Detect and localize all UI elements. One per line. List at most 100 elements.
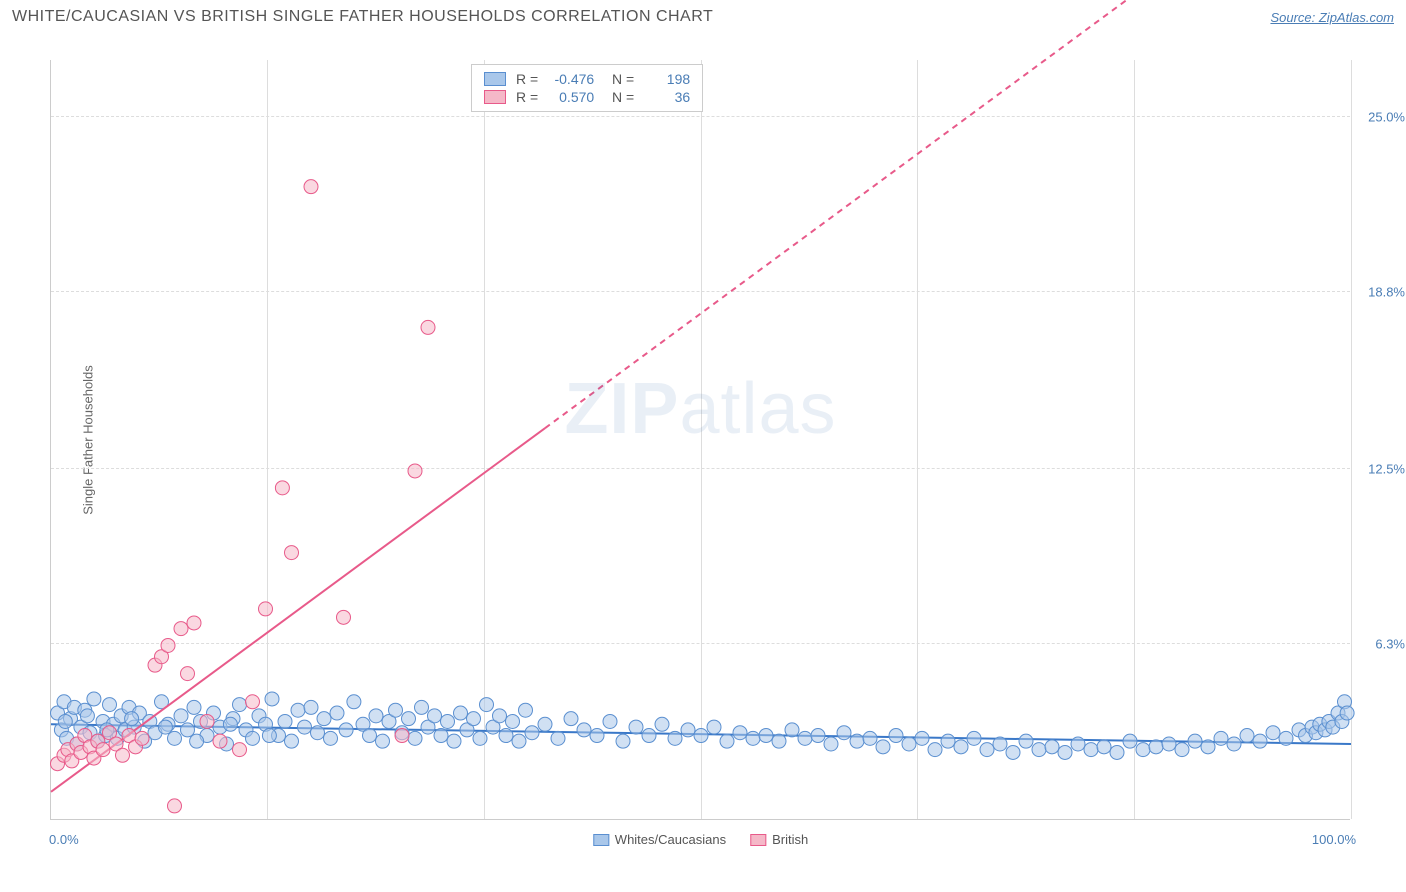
legend-item: British [750, 832, 808, 847]
data-point [772, 734, 786, 748]
data-point [1136, 743, 1150, 757]
data-point [395, 729, 409, 743]
data-point [1123, 734, 1137, 748]
data-point [96, 743, 110, 757]
data-point [265, 692, 279, 706]
data-point [278, 714, 292, 728]
data-point [87, 692, 101, 706]
data-point [1032, 743, 1046, 757]
stat-r-label: R = [516, 71, 538, 87]
data-point [694, 729, 708, 743]
data-point [190, 734, 204, 748]
data-point [415, 700, 429, 714]
data-point [168, 799, 182, 813]
data-point [954, 740, 968, 754]
data-point [298, 720, 312, 734]
data-point [759, 729, 773, 743]
data-point [1084, 743, 1098, 757]
chart-title: WHITE/CAUCASIAN VS BRITISH SINGLE FATHER… [12, 8, 713, 26]
data-point [174, 622, 188, 636]
data-point [181, 667, 195, 681]
data-point [330, 706, 344, 720]
data-point [1019, 734, 1033, 748]
data-point [642, 729, 656, 743]
data-point [1071, 737, 1085, 751]
source-link[interactable]: Source: ZipAtlas.com [1270, 10, 1394, 25]
data-point [863, 731, 877, 745]
data-point [447, 734, 461, 748]
data-point [363, 729, 377, 743]
data-point [655, 717, 669, 731]
data-point [473, 731, 487, 745]
data-point [551, 731, 565, 745]
data-point [285, 546, 299, 560]
data-point [850, 734, 864, 748]
data-point [1201, 740, 1215, 754]
data-point [187, 616, 201, 630]
data-point [1266, 726, 1280, 740]
data-point [746, 731, 760, 745]
data-point [233, 698, 247, 712]
data-point [720, 734, 734, 748]
data-point [116, 748, 130, 762]
data-point [480, 698, 494, 712]
data-point [158, 720, 172, 734]
data-point [1006, 745, 1020, 759]
data-point [275, 481, 289, 495]
data-point [506, 714, 520, 728]
data-point [525, 726, 539, 740]
legend-label: Whites/Caucasians [615, 832, 726, 847]
data-point [1097, 740, 1111, 754]
stat-n-value: 198 [644, 71, 690, 87]
x-max-label: 100.0% [1312, 832, 1356, 847]
data-point [324, 731, 338, 745]
data-point [168, 731, 182, 745]
legend-item: Whites/Caucasians [593, 832, 726, 847]
data-point [512, 734, 526, 748]
data-point [1110, 745, 1124, 759]
y-tick-label: 12.5% [1368, 462, 1405, 477]
data-point [915, 731, 929, 745]
data-point [317, 712, 331, 726]
data-point [233, 743, 247, 757]
data-point [1188, 734, 1202, 748]
data-point [246, 695, 260, 709]
data-point [564, 712, 578, 726]
data-point [259, 602, 273, 616]
stat-r-value: 0.570 [548, 89, 594, 105]
data-point [103, 698, 117, 712]
data-point [402, 712, 416, 726]
data-point [876, 740, 890, 754]
stat-r-label: R = [516, 89, 538, 105]
y-tick-label: 25.0% [1368, 110, 1405, 125]
data-point [337, 610, 351, 624]
data-point [577, 723, 591, 737]
data-point [1149, 740, 1163, 754]
data-point [428, 709, 442, 723]
data-point [681, 723, 695, 737]
data-point [304, 700, 318, 714]
data-point [707, 720, 721, 734]
data-point [187, 700, 201, 714]
data-point [454, 706, 468, 720]
data-point [262, 729, 276, 743]
data-point [1240, 729, 1254, 743]
data-point [181, 723, 195, 737]
x-min-label: 0.0% [49, 832, 79, 847]
data-point [1045, 740, 1059, 754]
data-point [1253, 734, 1267, 748]
data-point [1227, 737, 1241, 751]
data-point [161, 638, 175, 652]
legend-swatch [593, 834, 609, 846]
data-point [493, 709, 507, 723]
data-point [668, 731, 682, 745]
data-point [467, 712, 481, 726]
data-point [421, 320, 435, 334]
data-point [389, 703, 403, 717]
stat-n-label: N = [604, 71, 634, 87]
data-point [889, 729, 903, 743]
data-point [376, 734, 390, 748]
legend-label: British [772, 832, 808, 847]
data-point [798, 731, 812, 745]
data-point [824, 737, 838, 751]
